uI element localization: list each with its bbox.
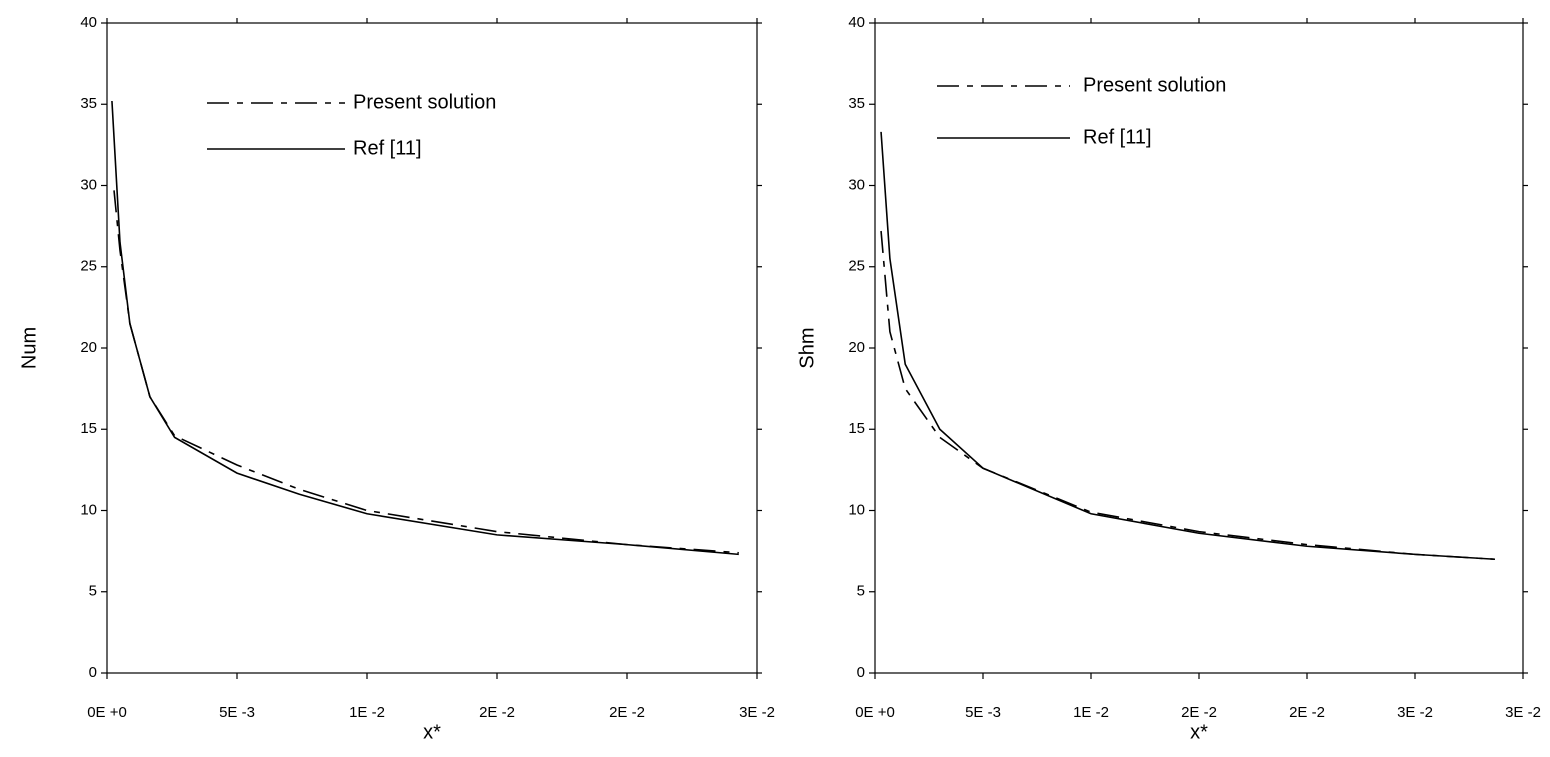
y-tick-label: 10 <box>80 501 97 518</box>
x-tick-label: 2E -2 <box>1289 704 1325 721</box>
x-tick-label: 1E -2 <box>1073 704 1109 721</box>
y-tick-label: 0 <box>857 664 865 681</box>
x-tick-label: 0E +0 <box>87 704 127 721</box>
y-tick-label: 0 <box>89 664 97 681</box>
plot-frame <box>874 22 1524 674</box>
y-tick-label: 15 <box>848 420 865 437</box>
y-axis-label: Num <box>18 327 40 369</box>
y-tick-label: 25 <box>80 258 97 275</box>
y-tick-label: 15 <box>80 420 97 437</box>
x-axis-label: x* <box>423 721 441 743</box>
x-tick-label: 2E -2 <box>1181 704 1217 721</box>
data-line <box>111 100 739 556</box>
legend-label: Ref [11] <box>353 137 422 159</box>
y-tick-label: 40 <box>848 14 865 31</box>
y-tick-label: 20 <box>80 339 97 356</box>
x-tick-label: 3E -2 <box>739 704 775 721</box>
x-tick-label: 2E -2 <box>609 704 645 721</box>
y-tick-label: 10 <box>848 501 865 518</box>
y-tick-label: 30 <box>80 176 97 193</box>
x-tick-label: 1E -2 <box>349 704 385 721</box>
data-line <box>113 190 739 554</box>
plot-frame <box>106 22 758 674</box>
legend-label: Present solution <box>1083 74 1226 96</box>
y-tick-label: 20 <box>848 339 865 356</box>
y-tick-label: 40 <box>80 14 97 31</box>
y-tick-label: 35 <box>848 95 865 112</box>
x-tick-label: 3E -2 <box>1397 704 1433 721</box>
x-tick-label: 2E -2 <box>479 704 515 721</box>
y-tick-label: 30 <box>848 176 865 193</box>
legend-label: Present solution <box>353 91 496 113</box>
x-tick-label: 0E +0 <box>855 704 895 721</box>
y-tick-label: 5 <box>89 583 97 600</box>
y-tick-label: 35 <box>80 95 97 112</box>
x-tick-label: 5E -3 <box>965 704 1001 721</box>
x-tick-label: 5E -3 <box>219 704 255 721</box>
x-axis-label: x* <box>1190 721 1208 743</box>
legend-label: Ref [11] <box>1083 126 1152 148</box>
x-tick-label: 3E -2 <box>1505 704 1541 721</box>
y-axis-label: Shm <box>796 327 818 368</box>
data-line <box>880 230 1495 561</box>
y-tick-label: 25 <box>848 258 865 275</box>
y-tick-label: 5 <box>857 583 865 600</box>
data-line <box>880 131 1495 561</box>
